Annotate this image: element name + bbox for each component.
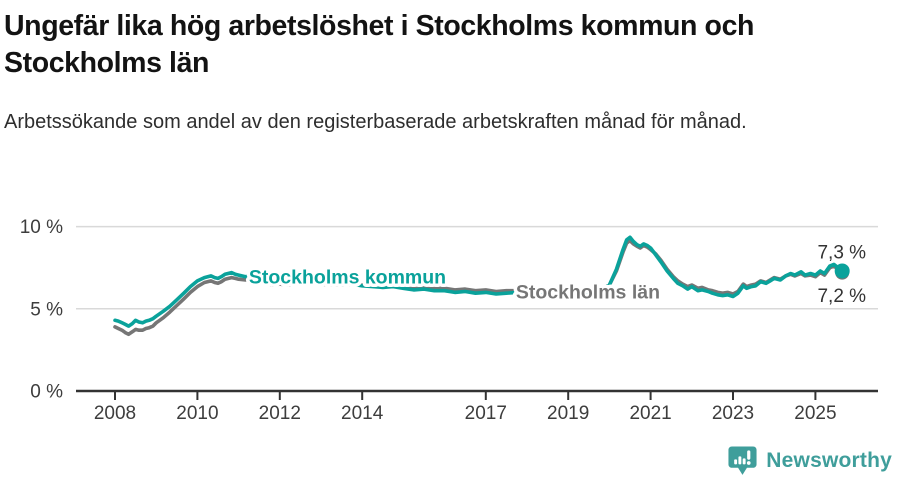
end-value-label-lan-current-value: 7,2 % <box>817 286 866 307</box>
unemployment-line-chart: 0 % 5 % 10 % 2008 2010 2012 2014 2017 2019 2021 20… <box>20 217 878 424</box>
y-tick-label: 10 % <box>20 217 63 238</box>
x-tick-label: 2012 <box>259 403 301 424</box>
chart-card: Ungefär lika hög arbetslöshet i Stockhol… <box>0 8 900 482</box>
x-tick-label: 2019 <box>547 403 589 424</box>
series-line-stockholms-kommun <box>113 235 845 328</box>
x-tick-label: 2014 <box>341 403 384 424</box>
y-tick-label: 5 % <box>30 299 63 320</box>
end-value-label-kommun-current-value: 7,3 % <box>817 243 866 264</box>
newsworthy-wordmark: Newsworthy <box>766 448 892 472</box>
y-tick-label: 0 % <box>30 382 63 403</box>
series-label-stockholms-kommun: Stockholms kommun <box>249 266 446 288</box>
series-label-stockholms-lan: Stockholms län <box>516 281 660 303</box>
newsworthy-logo: Newsworthy <box>727 445 892 476</box>
x-tick-label: 2010 <box>176 403 218 424</box>
chart-subtitle: Arbetssökande som andel av den registerb… <box>4 111 747 133</box>
x-tick-label: 2017 <box>465 403 507 424</box>
x-tick-label: 2025 <box>794 403 836 424</box>
series-line-stockholms-lan <box>113 238 845 337</box>
x-tick-label: 2023 <box>712 403 754 424</box>
newsworthy-bubble-chart-icon <box>728 446 757 475</box>
x-tick-label: 2008 <box>94 403 136 424</box>
chart-title: Ungefär lika hög arbetslöshet i Stockhol… <box>4 10 755 79</box>
end-dot-stockholms-kommun <box>834 263 850 279</box>
x-tick-label: 2021 <box>629 403 671 424</box>
